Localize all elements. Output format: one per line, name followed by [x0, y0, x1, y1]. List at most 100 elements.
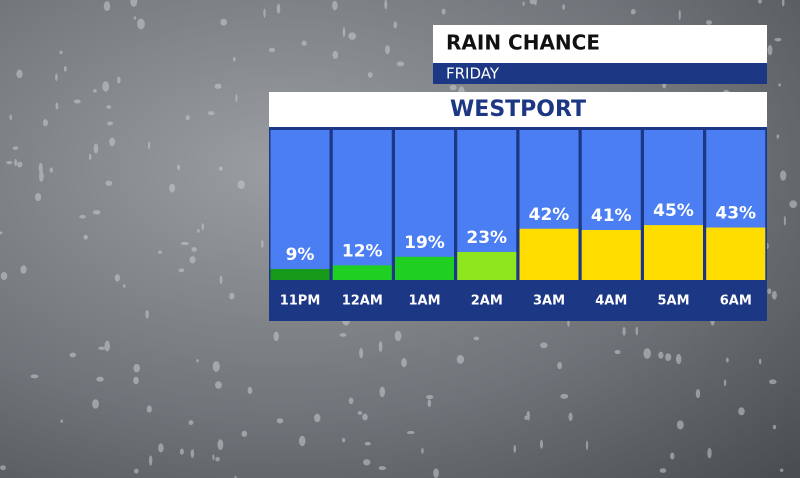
raindrop	[678, 9, 681, 21]
value-label: 41%	[591, 206, 632, 226]
chart-title: RAIN CHANCE	[446, 31, 600, 55]
raindrop	[178, 268, 185, 273]
title-box	[433, 25, 767, 63]
raindrop	[276, 418, 284, 424]
column-bg	[270, 130, 330, 280]
raindrop	[384, 0, 388, 10]
bar	[270, 269, 330, 280]
raindrop	[364, 441, 371, 446]
raindrop	[456, 354, 465, 364]
raindrop	[665, 353, 672, 362]
raindrop	[92, 399, 99, 409]
raindrop	[473, 336, 480, 341]
raindrop	[348, 32, 357, 40]
raindrop	[357, 411, 363, 415]
raindrop	[179, 448, 184, 455]
raindrop	[426, 395, 434, 400]
raindrop	[524, 415, 528, 420]
raindrop	[59, 50, 63, 55]
raindrop	[60, 419, 63, 423]
raindrop	[6, 161, 13, 165]
raindrop	[176, 164, 181, 171]
raindrop	[158, 250, 163, 254]
raindrop	[342, 26, 346, 38]
raindrop	[215, 381, 222, 389]
raindrop	[378, 466, 387, 471]
raindrop	[146, 405, 152, 413]
raindrop	[145, 309, 149, 319]
raindrop	[396, 61, 405, 67]
raindrop	[55, 102, 59, 110]
raindrop	[359, 347, 364, 359]
raindrop	[725, 357, 729, 363]
raindrop	[767, 45, 773, 56]
raindrop	[367, 72, 373, 78]
raindrop	[212, 361, 220, 372]
value-label: 42%	[529, 205, 570, 225]
raindrop	[363, 459, 371, 466]
raindrop	[557, 362, 563, 370]
raindrop	[92, 210, 101, 215]
raindrop	[539, 439, 544, 449]
x-tick-label: 4AM	[595, 294, 627, 309]
raindrop	[0, 272, 8, 281]
raindrop	[385, 45, 390, 55]
raindrop	[643, 348, 651, 359]
raindrop	[189, 256, 196, 264]
column-bg	[332, 130, 392, 280]
raindrop	[630, 9, 636, 15]
raindrop	[133, 16, 137, 20]
raindrop	[38, 162, 43, 174]
raindrop	[92, 89, 97, 93]
raindrop	[169, 183, 176, 193]
bar	[644, 225, 703, 280]
raindrop	[218, 166, 223, 171]
raindrop	[758, 358, 762, 365]
raindrop	[695, 388, 701, 399]
raindrop	[778, 83, 782, 87]
raindrop	[233, 56, 236, 62]
raindrop	[707, 447, 712, 459]
raindrop	[212, 454, 215, 461]
raindrop	[63, 65, 67, 72]
raindrop	[49, 167, 53, 173]
raindrop	[220, 18, 228, 26]
raindrop	[14, 158, 18, 167]
raindrop	[197, 228, 200, 233]
raindrop	[30, 374, 39, 379]
raindrop	[35, 192, 42, 202]
raindrop	[273, 331, 279, 342]
raindrop	[147, 141, 151, 150]
raindrop	[235, 93, 238, 103]
value-label: 23%	[466, 228, 507, 248]
value-label: 43%	[715, 204, 756, 224]
location: WESTPORT	[450, 97, 586, 122]
raindrop	[73, 99, 81, 104]
raindrop	[93, 143, 99, 154]
raindrop	[114, 274, 120, 282]
raindrop	[774, 37, 782, 42]
raindrop	[106, 105, 112, 109]
raindrop	[635, 326, 639, 336]
raindrop	[676, 420, 684, 430]
raindrop	[148, 455, 153, 466]
value-label: 19%	[404, 233, 445, 253]
bar	[457, 251, 517, 280]
raindrop	[675, 353, 682, 365]
raindrop	[301, 40, 307, 46]
raindrop	[393, 21, 398, 29]
raindrop	[406, 430, 415, 435]
raindrop	[622, 326, 626, 336]
raindrop	[670, 452, 675, 460]
raindrop	[783, 215, 786, 226]
bar	[519, 228, 579, 280]
raindrop	[342, 437, 346, 443]
value-label: 45%	[653, 201, 694, 221]
x-tick-label: 1AM	[408, 294, 440, 309]
x-tick-label: 5AM	[657, 294, 689, 309]
raindrop	[106, 121, 114, 126]
raindrop	[0, 465, 6, 471]
subtitle: FRIDAY	[446, 65, 500, 83]
bar	[395, 256, 454, 280]
raindrop	[723, 379, 727, 387]
